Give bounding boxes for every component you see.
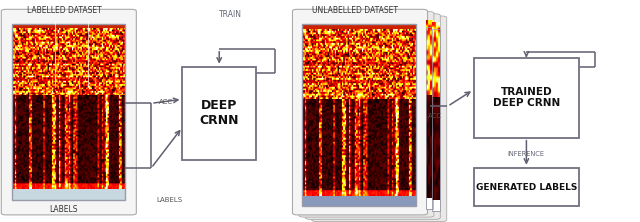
Text: LABELS: LABELS [50, 205, 78, 214]
Text: ACC: ACC [159, 99, 173, 105]
Bar [426, 27, 433, 209]
Text: TRAIN: TRAIN [219, 10, 242, 19]
Bar [302, 24, 416, 206]
Text: ACC: ACC [428, 113, 442, 119]
Bar [302, 24, 416, 29]
Bar [474, 168, 579, 206]
Text: GENERATED LABELS: GENERATED LABELS [476, 182, 577, 192]
Bar [12, 24, 125, 200]
Text: LABELLED DATASET: LABELLED DATASET [27, 6, 101, 15]
Bar [12, 189, 125, 200]
Bar [474, 58, 579, 138]
Bar [432, 29, 440, 211]
Bar [302, 196, 416, 206]
Text: UNLABELLED DATASET: UNLABELLED DATASET [312, 6, 398, 15]
Text: LABELS: LABELS [157, 197, 183, 203]
FancyBboxPatch shape [292, 9, 428, 215]
Bar [426, 27, 433, 209]
Text: INFERENCE: INFERENCE [508, 151, 545, 157]
FancyBboxPatch shape [299, 12, 434, 217]
Text: DEEP
CRNN: DEEP CRNN [200, 99, 239, 127]
FancyBboxPatch shape [305, 14, 440, 219]
Bar [12, 24, 125, 29]
FancyBboxPatch shape [1, 9, 136, 215]
Bar [182, 67, 256, 160]
FancyBboxPatch shape [312, 16, 447, 222]
Bar [302, 24, 416, 206]
Bar [12, 24, 125, 200]
Bar [432, 29, 440, 211]
Text: TRAINED
DEEP CRNN: TRAINED DEEP CRNN [493, 87, 560, 109]
